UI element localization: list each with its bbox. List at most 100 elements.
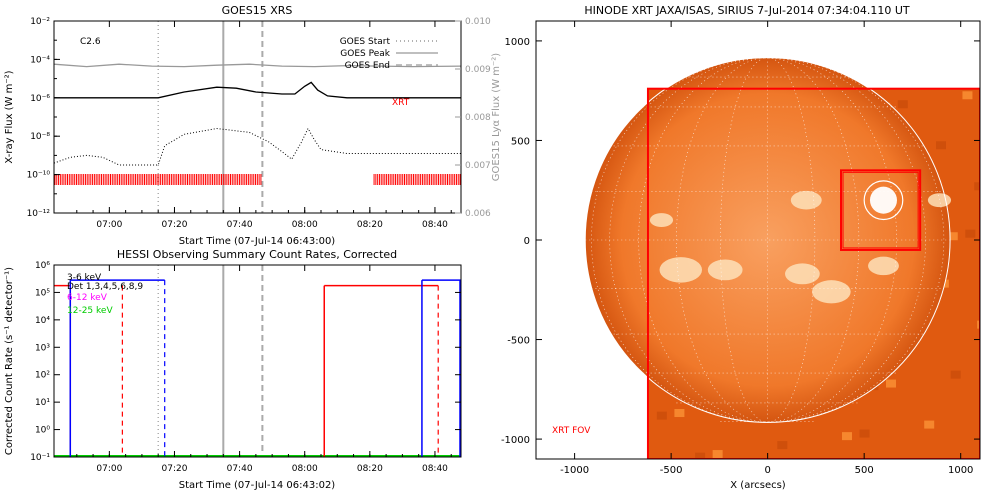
xrt-ytick-label: -500 bbox=[507, 336, 530, 347]
hessi-ytick-label: 10⁴ bbox=[35, 316, 50, 326]
xrt-corona-patch bbox=[656, 411, 667, 420]
xrt-xlabel: X (arcsecs) bbox=[730, 480, 786, 491]
goes-series-0 bbox=[54, 63, 461, 68]
goes-ylabel-right: GOES15 Lyα Flux (W m⁻²) bbox=[491, 53, 502, 181]
goes-series-1 bbox=[54, 81, 461, 99]
xrt-bright-region bbox=[868, 256, 899, 276]
goes-title: GOES15 XRS bbox=[222, 4, 293, 17]
xrt-corona-patch bbox=[965, 229, 976, 238]
goes-ytick-right-label: 0.006 bbox=[465, 209, 491, 219]
goes-legend-label: GOES End bbox=[345, 61, 390, 71]
xrt-axes: -1000 -500 0 500 1000 1000 500 0 -500 -1000 bbox=[501, 21, 980, 476]
xrt-image-area bbox=[584, 57, 980, 467]
hessi-legend-label: Det 1,3,4,5,6,8,9 bbox=[67, 282, 143, 292]
xrt-solar-disk bbox=[585, 57, 951, 423]
xrt-xtick-label: 500 bbox=[855, 465, 874, 476]
goes-xtick-label: 08:40 bbox=[422, 220, 448, 230]
xrt-flare-circle bbox=[863, 180, 904, 221]
hessi-xtick-label: 08:20 bbox=[357, 464, 383, 474]
xrt-limb bbox=[584, 57, 951, 423]
xrt-flare-kernel bbox=[869, 186, 897, 214]
xrt-bright-region bbox=[707, 259, 743, 281]
goes-ytick-label: 10⁻⁸ bbox=[30, 132, 50, 142]
hessi-xtick-label: 08:40 bbox=[422, 464, 448, 474]
xrt-panel: HINODE XRT JAXA/ISAS, SIRIUS 7-Jul-2014 … bbox=[501, 4, 981, 491]
hessi-xtick-label: 07:20 bbox=[162, 464, 188, 474]
xrt-corona-patch bbox=[962, 91, 973, 100]
xrt-corona-patch bbox=[885, 379, 896, 388]
xrt-longitude-line bbox=[676, 57, 768, 423]
xrt-ytick-label: 0 bbox=[524, 236, 530, 247]
xrt-longitude-line bbox=[767, 57, 897, 423]
hessi-xlabel: Start Time (07-Jul-14 06:43:02) bbox=[179, 480, 336, 491]
hessi-ytick-label: 10¹ bbox=[35, 398, 50, 408]
hessi-title: HESSI Observing Summary Count Rates, Cor… bbox=[117, 248, 397, 261]
xrt-corona-patch bbox=[947, 232, 958, 241]
xrt-heliographic-grid bbox=[585, 57, 951, 423]
hessi-xtick-label: 07:40 bbox=[227, 464, 253, 474]
xrt-xtick-label: 0 bbox=[764, 465, 770, 476]
goes-axes: 10⁻² 10⁻⁴ 10⁻⁶ 10⁻⁸ 10⁻¹⁰ 10⁻¹² 0.010 0.009 0.00… bbox=[27, 17, 491, 230]
xrt-xtick-label: 1000 bbox=[948, 465, 973, 476]
goes-annotation: C2.6 bbox=[80, 37, 101, 47]
xrt-longitude-line bbox=[767, 57, 860, 423]
hessi-plot-area bbox=[54, 265, 461, 457]
hessi-xtick-label: 08:00 bbox=[292, 464, 318, 474]
goes-ylabel: X-ray Flux (W m⁻²) bbox=[4, 70, 15, 163]
xrt-zoom-box bbox=[840, 169, 922, 251]
xrt-longitude-line bbox=[767, 57, 816, 423]
hessi-legend-label: 12-25 keV bbox=[67, 306, 113, 316]
xrt-corona-patch bbox=[859, 429, 870, 438]
goes-xtick-label: 08:20 bbox=[357, 220, 383, 230]
goes-ytick-right-label: 0.009 bbox=[465, 65, 491, 75]
goes-legend-label: GOES Start bbox=[340, 37, 391, 47]
hessi-legend-label: 6-12 keV bbox=[67, 293, 108, 303]
goes-panel: GOES15 XRS 10⁻² 10⁻⁴ 10⁻⁶ 10⁻⁸ 10⁻¹⁰ 10⁻¹² 0.0… bbox=[4, 4, 502, 247]
hessi-ytick-label: 10² bbox=[35, 371, 50, 381]
goes-legend-label: GOES Peak bbox=[340, 49, 390, 59]
hessi-ytick-label: 10⁰ bbox=[35, 426, 50, 436]
xrt-bright-region bbox=[927, 193, 952, 208]
xrt-longitude-line bbox=[638, 57, 768, 423]
xrt-corona-patch bbox=[977, 320, 980, 329]
xrt-corona-patch bbox=[648, 459, 658, 467]
xrt-bright-region bbox=[659, 257, 703, 283]
xrt-corona-patch bbox=[674, 409, 685, 418]
hessi-axes: 10⁶ 10⁵ 10⁴ 10³ 10² 10¹ 10⁰ 10⁻¹ 07:00 07:20 07:40… bbox=[30, 261, 461, 474]
goes-xtick-label: 07:00 bbox=[96, 220, 122, 230]
xrt-fov-label: XRT FOV bbox=[552, 426, 591, 436]
goes-xtick-label: 08:00 bbox=[292, 220, 318, 230]
goes-xtick-label: 07:40 bbox=[227, 220, 253, 230]
goes-plot-area bbox=[54, 21, 461, 213]
xrt-corona-patch bbox=[935, 141, 946, 150]
xrt-corona-patch bbox=[897, 100, 908, 109]
hessi-legend-label: 3-6 keV bbox=[67, 273, 102, 283]
goes-ytick-right-label: 0.010 bbox=[465, 17, 491, 27]
xrt-ytick-label: 1000 bbox=[505, 37, 530, 48]
hessi-panel: HESSI Observing Summary Count Rates, Cor… bbox=[4, 248, 462, 491]
xrt-coverage-bar bbox=[54, 174, 461, 185]
xrt-xtick-label: -500 bbox=[660, 465, 683, 476]
xrt-corona-patch bbox=[695, 452, 706, 459]
hessi-ytick-label: 10⁶ bbox=[35, 261, 50, 271]
xrt-bright-region bbox=[812, 280, 851, 304]
goes-ytick-right-label: 0.008 bbox=[465, 113, 491, 123]
xrt-corona-patch bbox=[974, 182, 980, 191]
xrt-title: HINODE XRT JAXA/ISAS, SIRIUS 7-Jul-2014 … bbox=[584, 4, 910, 17]
hessi-ytick-label: 10³ bbox=[35, 343, 50, 353]
xrt-series-label: XRT bbox=[392, 98, 410, 108]
goes-ytick-label: 10⁻² bbox=[30, 17, 50, 27]
goes-ytick-right-label: 0.007 bbox=[465, 161, 491, 171]
goes-ytick-label: 10⁻⁶ bbox=[30, 94, 50, 104]
xrt-corona-patch bbox=[924, 420, 935, 429]
hessi-ylabel: Corrected Count Rate (s⁻¹ detector⁻¹) bbox=[4, 267, 15, 455]
xrt-longitude-line bbox=[720, 57, 768, 423]
xrt-bright-region bbox=[649, 213, 674, 228]
goes-ytick-label: 10⁻⁴ bbox=[30, 55, 50, 65]
hessi-ytick-label: 10⁵ bbox=[35, 288, 50, 298]
xrt-corona-patch bbox=[841, 432, 852, 441]
xrt-bright-region bbox=[790, 190, 822, 210]
goes-ytick-label: 10⁻¹⁰ bbox=[27, 171, 51, 181]
hessi-xtick-label: 07:00 bbox=[96, 464, 122, 474]
